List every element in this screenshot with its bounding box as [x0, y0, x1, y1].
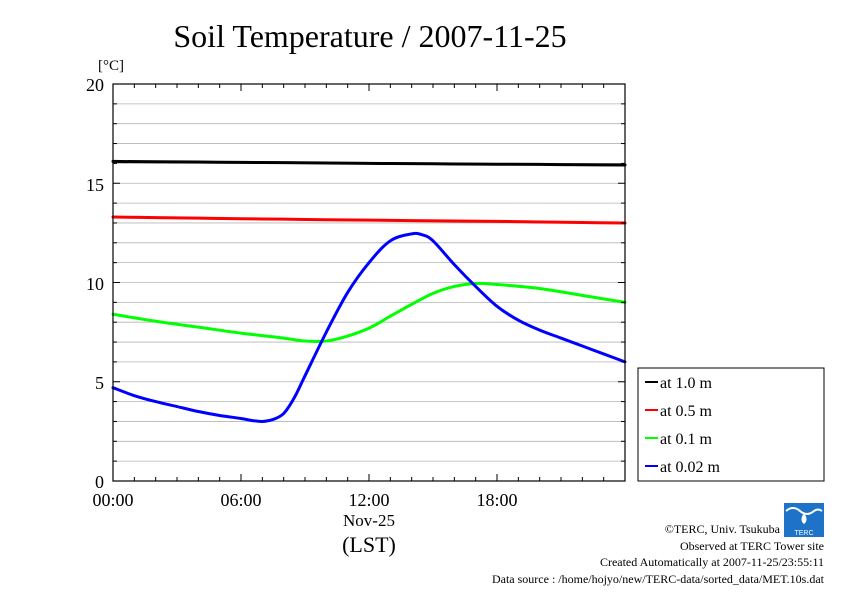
terc-logo-drop-icon: [801, 513, 807, 524]
credit-created: Created Automatically at 2007-11-25/23:5…: [600, 555, 824, 569]
terc-logo-text: TERC: [794, 530, 813, 537]
x-tick-label-1200: 12:00: [348, 490, 389, 510]
x-date-label: Nov-25: [343, 511, 395, 530]
legend-label-0-1m: at 0.1 m: [660, 431, 713, 448]
x-tick-label-0600: 06:00: [220, 490, 261, 510]
y-tick-label-5: 5: [95, 373, 104, 393]
legend-entry-0-02m: at 0.02 m: [645, 459, 721, 476]
y-tick-label-10: 10: [86, 274, 104, 294]
legend-box: [637, 367, 825, 482]
legend-label-0-02m: at 0.02 m: [660, 459, 721, 476]
y-tick-label-15: 15: [86, 175, 104, 195]
credit-source: Data source : /home/hojyo/new/TERC-data/…: [492, 572, 825, 586]
y-tick-label-20: 20: [86, 75, 104, 95]
credit-observed: Observed at TERC Tower site: [680, 539, 824, 553]
chart-title: Soil Temperature / 2007-11-25: [173, 18, 566, 54]
legend-entry-1m: at 1.0 m: [645, 375, 713, 392]
series-lines: [111, 159, 627, 423]
legend-label-0-5m: at 0.5 m: [660, 403, 713, 420]
terc-logo-wave-icon: [785, 507, 823, 515]
credit-copyright: ©TERC, Univ. Tsukuba: [665, 522, 781, 536]
series-1m-line: [111, 159, 627, 167]
axis-ticks: [112, 83, 626, 482]
series-0-1m-line: [111, 281, 627, 344]
legend-label-1m: at 1.0 m: [660, 375, 713, 392]
x-axis-title: (LST): [342, 532, 396, 557]
series-0-5m-line: [111, 215, 627, 225]
x-tick-label-1800: 18:00: [476, 490, 517, 510]
x-axis-labels: 00:00 06:00 12:00 18:00: [92, 490, 517, 510]
y-axis-labels: 0 5 10 15 20: [86, 75, 104, 492]
y-tick-label-0: 0: [95, 472, 104, 492]
legend-entry-0-1m: at 0.1 m: [645, 431, 713, 448]
terc-logo: TERC: [784, 503, 824, 537]
x-tick-label-0000: 00:00: [92, 490, 133, 510]
credits-block: ©TERC, Univ. Tsukuba Observed at TERC To…: [492, 522, 825, 586]
legend: at 1.0 m at 0.5 m at 0.1 m at 0.02 m: [637, 367, 825, 482]
y-unit-label: [°C]: [98, 58, 124, 74]
legend-entry-0-5m: at 0.5 m: [645, 403, 713, 420]
series-0-02m-line: [111, 231, 627, 423]
